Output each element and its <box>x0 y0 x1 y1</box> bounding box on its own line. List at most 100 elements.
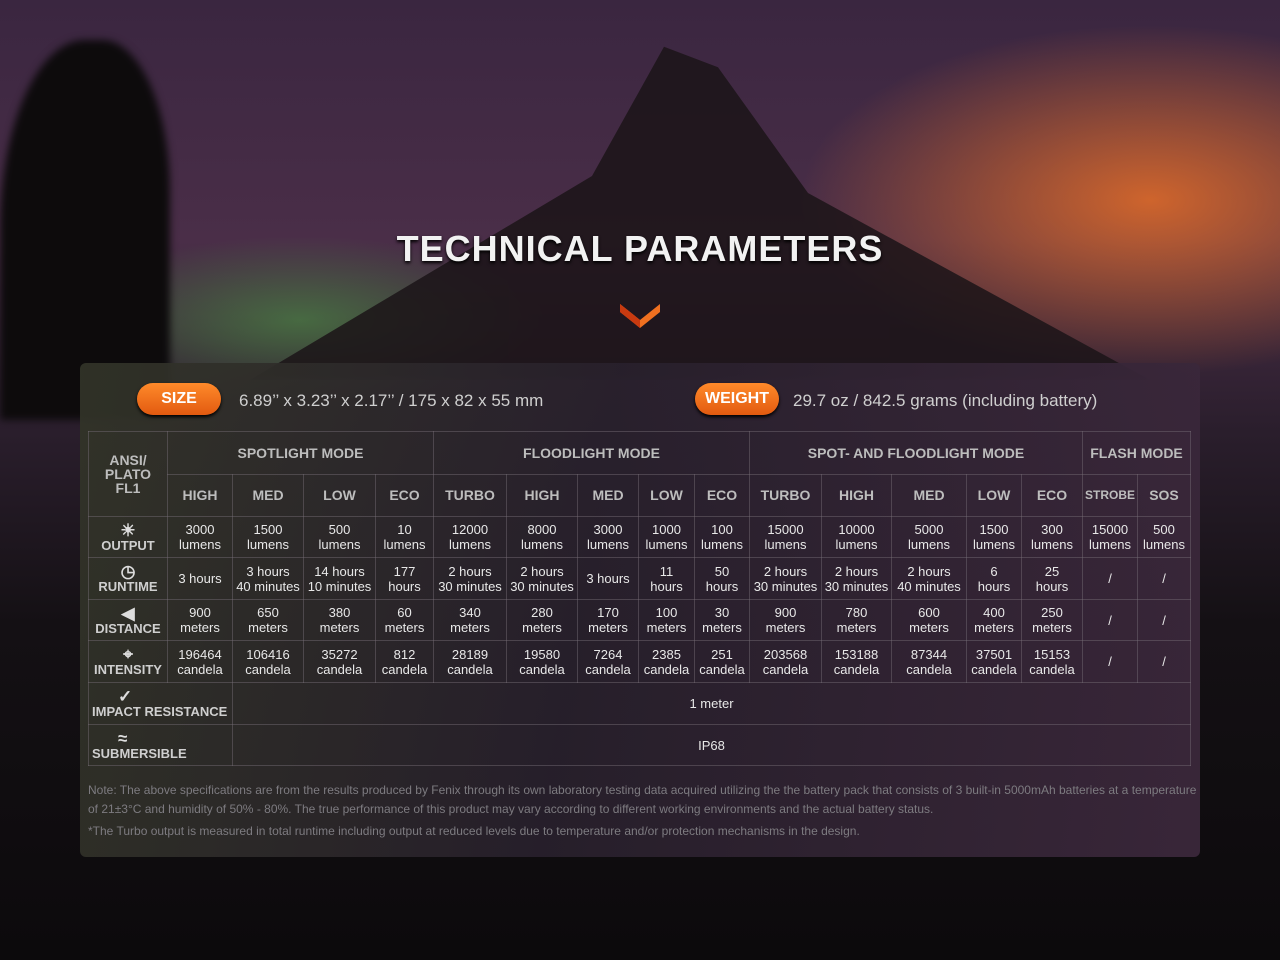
cell-line: 280 <box>531 605 553 620</box>
cell-line: 170 <box>597 605 619 620</box>
cell-line: 37501 <box>975 646 1013 662</box>
table-cell: 203568 candela <box>749 640 822 683</box>
level-header: MED <box>891 474 967 517</box>
level-header: LOW <box>966 474 1022 517</box>
table-row: ◷ RUNTIME 3 hours 3 hours 40 minutes 14 hours… <box>88 557 1191 600</box>
cell-line: 177 <box>393 563 416 579</box>
table-cell: / <box>1082 599 1138 641</box>
row-label-output: ☀ OUTPUT <box>88 516 168 558</box>
table-cell: 37501 candela <box>966 640 1022 683</box>
row-label-impact: ✓ IMPACT RESISTANCE <box>88 682 233 725</box>
intensity-target-icon: ⌖ <box>123 645 133 664</box>
mode-group-header: SPOT- AND FLOODLIGHT MODE <box>749 431 1083 475</box>
clock-icon: ◷ <box>120 562 136 581</box>
output-rays-icon: ☀ <box>120 520 136 540</box>
spec-table: ANSI/ PLATO FL1 SPOTLIGHT MODE FLOODLIGHT … <box>88 431 1191 766</box>
table-cell: 250 meters <box>1021 599 1083 641</box>
cell-line: 60 <box>397 605 412 620</box>
level-header: TURBO <box>433 474 507 517</box>
table-cell: 2 hours 30 minutes <box>749 557 822 600</box>
cell-line: candela <box>585 661 631 677</box>
cell-line: lumens <box>318 537 361 552</box>
cell-line: meters <box>319 620 360 635</box>
cell-line: lumens <box>1143 537 1185 552</box>
background-person-silhouette <box>0 40 170 420</box>
cell-line: 600 <box>918 605 940 620</box>
cell-line: 300 <box>1041 522 1063 537</box>
cell-line: 10 <box>397 522 412 537</box>
cell-line: 40 minutes <box>897 578 961 594</box>
cell-line: 40 minutes <box>236 578 300 594</box>
cell-line: 15000 <box>767 522 804 537</box>
cell-line: 2 hours <box>763 563 808 579</box>
table-cell: 1500 lumens <box>232 516 304 558</box>
cell-line: candela <box>643 661 690 677</box>
cell-line: 2 hours <box>448 563 492 579</box>
table-cell: 60 meters <box>375 599 434 641</box>
table-row-submersible: ≈ SUBMERSIBLE IP68 <box>88 724 1191 766</box>
cell-line: 5000 <box>914 522 944 537</box>
cell-line: meters <box>974 620 1014 635</box>
cell-line: lumens <box>449 537 491 552</box>
cell-line: 35272 <box>321 646 358 662</box>
cell-line: lumens <box>587 537 629 552</box>
cell-line: lumens <box>383 537 426 552</box>
cell-line: candela <box>699 661 745 677</box>
table-cell: 3000 lumens <box>577 516 639 558</box>
row-label-text: IMPACT RESISTANCE <box>92 704 228 719</box>
row-label-text: RUNTIME <box>98 579 158 594</box>
cell-line: hours <box>705 578 739 594</box>
table-cell: 10 lumens <box>375 516 434 558</box>
table-cell: 153188 candela <box>821 640 892 683</box>
cell-line: candela <box>833 661 880 677</box>
level-header: MED <box>232 474 304 517</box>
table-cell: 25 hours <box>1021 557 1083 600</box>
table-row: ⌖ INTENSITY 196464 candela 106416 candela 3527… <box>88 640 1191 683</box>
cell-line: candela <box>381 661 428 677</box>
table-cell: 2 hours 40 minutes <box>891 557 967 600</box>
cell-line: 500 <box>328 522 351 537</box>
impact-icon: ✓ <box>118 687 133 706</box>
cell-line: 900 <box>189 605 211 620</box>
table-row: ☀ OUTPUT 3000 lumens 1500 lumens 500 lumens 10 lu… <box>88 516 1191 558</box>
row-label-runtime: ◷ RUNTIME <box>88 557 168 600</box>
cell-line: 12000 <box>451 522 489 537</box>
cell-line: 1000 <box>652 522 681 537</box>
row-label-text: OUTPUT <box>101 537 155 553</box>
table-cell: 15000 lumens <box>749 516 822 558</box>
table-cell: 3000 lumens <box>167 516 233 558</box>
cell-line: lumens <box>247 537 289 552</box>
cell-line: meters <box>836 620 877 635</box>
turbo-footnote: *The Turbo output is measured in total r… <box>88 824 860 838</box>
row-label-intensity: ⌖ INTENSITY <box>88 640 168 683</box>
cell-line: / <box>1162 654 1166 669</box>
table-cell: 300 lumens <box>1021 516 1083 558</box>
table-cell: 170 meters <box>577 599 639 641</box>
cell-line: lumens <box>1089 537 1131 552</box>
table-cell: 11 hours <box>638 557 695 600</box>
table-cell: 3 hours <box>577 557 639 600</box>
cell-line: 340 <box>459 605 481 620</box>
table-cell: 340 meters <box>433 599 507 641</box>
cell-line: 10000 <box>838 522 875 537</box>
level-header: ECO <box>375 474 434 517</box>
table-cell: 6 hours <box>966 557 1022 600</box>
cell-line: hours <box>1035 578 1069 594</box>
table-cell: 35272 candela <box>303 640 376 683</box>
cell-line: meters <box>702 620 742 635</box>
cell-line: candela <box>447 661 493 677</box>
cell-line: 250 <box>1041 605 1063 620</box>
cell-line: 15000 <box>1091 522 1129 537</box>
row-label-distance: ◀ DISTANCE <box>88 599 168 641</box>
cell-line: hours <box>650 578 683 594</box>
beam-distance-icon: ◀ <box>121 603 135 623</box>
cell-line: 203568 <box>763 646 808 662</box>
table-cell: 500 lumens <box>303 516 376 558</box>
level-header: MED <box>577 474 639 517</box>
cell-line: / <box>1108 612 1112 628</box>
cell-line: / <box>1108 654 1112 669</box>
level-header: TURBO <box>749 474 822 517</box>
cell-line: 650 <box>257 605 279 620</box>
table-cell: / <box>1137 599 1191 641</box>
table-cell: 196464 candela <box>167 640 233 683</box>
